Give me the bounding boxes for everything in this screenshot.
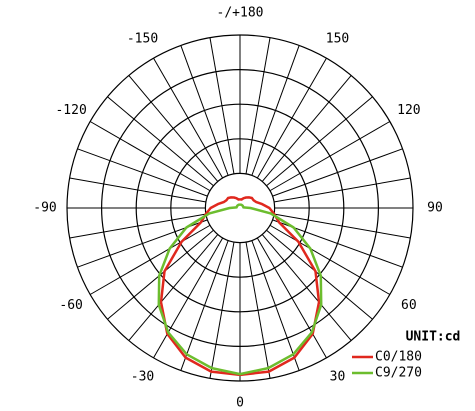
angle-tick-label: -30 <box>131 369 154 384</box>
angle-tick-label: 0 <box>236 396 244 411</box>
angle-tick-label: -90 <box>33 201 56 216</box>
grid-spoke <box>153 238 223 359</box>
grid-spoke <box>89 225 210 295</box>
grid-spoke <box>272 148 403 197</box>
unit-label: UNIT:cd <box>406 330 461 345</box>
grid-spoke <box>153 57 223 178</box>
angle-tick-label: -/+180 <box>217 6 264 21</box>
grid-spoke <box>209 37 235 174</box>
grid-spoke <box>89 121 210 191</box>
grid-spoke <box>257 57 327 178</box>
grid-spoke <box>262 75 352 182</box>
grid-spoke <box>128 234 218 341</box>
angle-tick-label: 150 <box>326 32 349 47</box>
grid-spoke <box>251 45 300 176</box>
grid-spoke <box>69 177 206 203</box>
legend-label: C9/270 <box>375 366 422 381</box>
intensity-curve <box>157 203 323 376</box>
angle-tick-label: 60 <box>401 298 417 313</box>
grid-spoke <box>274 177 411 203</box>
grid-spoke <box>128 75 218 182</box>
legend-label: C0/180 <box>375 350 422 365</box>
grid-spoke <box>262 234 352 341</box>
angle-tick-label: -120 <box>55 103 86 118</box>
grid-spoke <box>180 45 229 176</box>
grid-spoke <box>266 96 373 186</box>
grid-spoke <box>245 242 271 379</box>
angle-tick-label: 90 <box>427 201 443 216</box>
angle-tick-label: -60 <box>59 298 82 313</box>
grid-spoke <box>257 238 327 359</box>
grid-spoke <box>270 225 391 295</box>
angle-tick-label: -150 <box>127 32 158 47</box>
angle-tick-label: 30 <box>330 369 346 384</box>
grid-spoke <box>69 213 206 239</box>
grid-spoke <box>209 242 235 379</box>
grid-spoke <box>180 240 229 371</box>
grid-spoke <box>107 96 214 186</box>
grid-spoke <box>245 37 271 174</box>
grid-spoke <box>251 240 300 371</box>
grid-spoke <box>77 148 208 197</box>
grid-spoke <box>274 213 411 239</box>
grid-spoke <box>270 121 391 191</box>
angle-tick-label: 120 <box>397 103 420 118</box>
grid-ring <box>204 172 276 244</box>
